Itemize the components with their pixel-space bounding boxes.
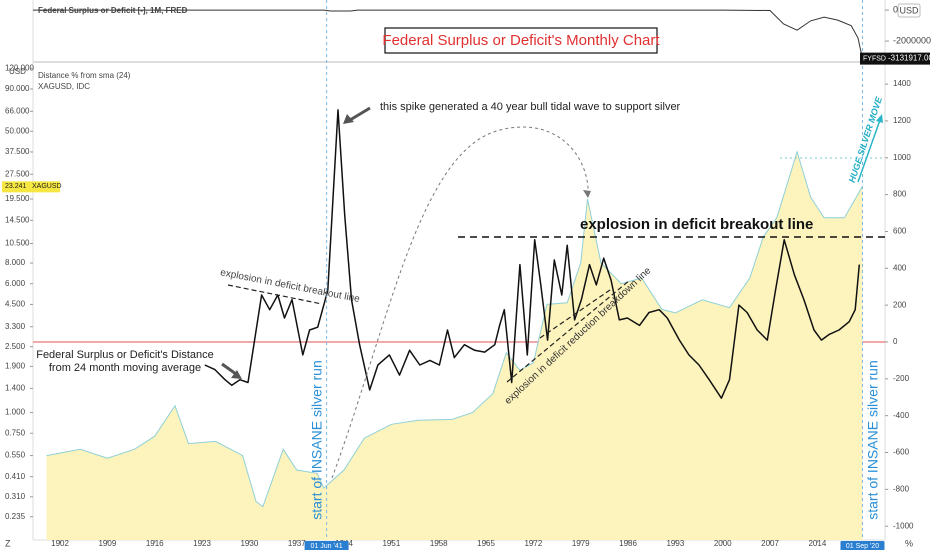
- title-box: [384, 27, 658, 54]
- y2-tick-label: -600: [893, 448, 910, 457]
- y-tick-label: 2.500: [5, 342, 26, 351]
- annotation: explosion in deficit breakout line: [580, 216, 813, 233]
- y-tick-label: 50.000: [5, 126, 30, 135]
- area-line: [46, 150, 863, 508]
- x-tick-label: 1916: [146, 539, 164, 548]
- y-tick-label: 1.000: [5, 408, 26, 417]
- x-tick-label: 2014: [808, 539, 826, 548]
- marker-label: 01 Sep '20: [846, 543, 879, 550]
- y-tick-label: 0.750: [5, 428, 26, 437]
- y2-tick-label: 600: [893, 227, 907, 236]
- last-value-badge: [2, 181, 60, 193]
- line: [33, 9, 863, 59]
- pane-caption: Federal Surplus or Deficit [-], 1M, FRED: [38, 6, 188, 15]
- arrow: [857, 119, 881, 183]
- y-tick-label: 1.400: [5, 383, 26, 392]
- annotation: from 24 month moving average: [49, 362, 201, 374]
- y-tick-label: 0.235: [5, 512, 26, 521]
- symbol-label: FYFSD: [863, 55, 886, 62]
- y2-tick-label: 1400: [893, 79, 911, 88]
- y-tick-label: 3.300: [5, 322, 26, 331]
- line: [204, 109, 861, 399]
- y2-tick-label: -200: [893, 374, 910, 383]
- y-tick-label: 0: [893, 4, 898, 14]
- x-tick-label: 2000: [714, 539, 732, 548]
- currency-box: [897, 3, 921, 18]
- x-tick-label: 1909: [98, 539, 116, 548]
- annotation: Federal Surplus or Deficit's Distance: [36, 349, 214, 361]
- y2-tick-label: -1000: [893, 521, 914, 530]
- y-tick-label: 0.410: [5, 472, 26, 481]
- x-tick-label: 1958: [430, 539, 448, 548]
- y-tick-label: 120.000: [5, 63, 34, 72]
- annotation: start of INSANE silver run: [309, 360, 325, 520]
- arrow: [221, 362, 237, 376]
- arrow-head: [231, 370, 242, 379]
- x-tick-label: 1993: [666, 539, 684, 548]
- x-tick-label: 1979: [572, 539, 590, 548]
- symbol-caption: XAGUSD, IDC: [38, 82, 90, 91]
- x-tick-label: 1972: [524, 539, 542, 548]
- corner-label: Z: [5, 538, 11, 548]
- y-tick-label: 1.900: [5, 362, 26, 371]
- y-tick-label: 4.500: [5, 300, 26, 309]
- y-tick-label: 0.310: [5, 492, 26, 501]
- x-tick-label: 1965: [477, 539, 495, 548]
- y2-tick-label: 1000: [893, 153, 911, 162]
- y-tick-label: 6.000: [5, 279, 26, 288]
- x-tick-label: 1930: [240, 539, 258, 548]
- y-tick-label: 27.500: [5, 169, 30, 178]
- y-tick-label: 19.500: [5, 194, 30, 203]
- y2-tick-label: 0: [893, 337, 898, 346]
- x-tick-label: 1902: [51, 539, 69, 548]
- y2-tick-label: 800: [893, 190, 907, 199]
- y-tick-label: 66.000: [5, 106, 30, 115]
- last-value-label: -3131917.00: [888, 54, 932, 63]
- y-tick-label: 37.500: [5, 147, 30, 156]
- y-tick-label: 90.000: [5, 84, 30, 93]
- y-tick-label: -2000000: [893, 35, 931, 45]
- arrow-head: [876, 114, 883, 123]
- chart-title: Federal Surplus or Deficit's Monthly Cha…: [382, 32, 660, 49]
- currency: USD: [9, 67, 26, 76]
- y-tick-label: 14.500: [5, 215, 30, 224]
- marker-badge: [304, 541, 349, 550]
- y2-tick-label: -400: [893, 411, 910, 420]
- y-tick-label: 10.500: [5, 239, 30, 248]
- y-tick-label: 8.000: [5, 258, 26, 267]
- x-tick-label: 1951: [382, 539, 400, 548]
- marker-badge: [840, 541, 885, 550]
- x-tick-label: 1986: [619, 539, 637, 548]
- x-tick-label: 1937: [288, 539, 306, 548]
- y2-tick-label: 200: [893, 300, 907, 309]
- corner-label: %: [905, 538, 913, 548]
- x-tick-label: 2007: [761, 539, 779, 548]
- last-value-badge: [860, 52, 930, 65]
- arrow-head: [343, 114, 354, 124]
- y2-tick-label: 400: [893, 263, 907, 272]
- breakdown-line: [506, 279, 631, 383]
- arrow-head: [583, 190, 591, 198]
- curve-arrow: [331, 126, 589, 479]
- y-tick-label: 0.550: [5, 451, 26, 460]
- indicator-caption: Distance % from sma (24): [38, 71, 131, 80]
- breakdown-line: [539, 289, 611, 339]
- x-tick-label: 1923: [193, 539, 211, 548]
- annotation: start of INSANE silver run: [865, 360, 881, 520]
- series-name: XAGUSD: [32, 183, 62, 190]
- annotation: this spike generated a 40 year bull tida…: [380, 101, 681, 113]
- last-value-label: 23.241: [5, 183, 27, 190]
- currency: USD: [899, 5, 919, 15]
- arrow: [349, 106, 371, 122]
- marker-label: 01 Jun '41: [311, 543, 343, 550]
- area: [46, 151, 863, 540]
- marks: [33, 0, 885, 540]
- y2-tick-label: -800: [893, 484, 910, 493]
- y2-tick-label: 1200: [893, 116, 911, 125]
